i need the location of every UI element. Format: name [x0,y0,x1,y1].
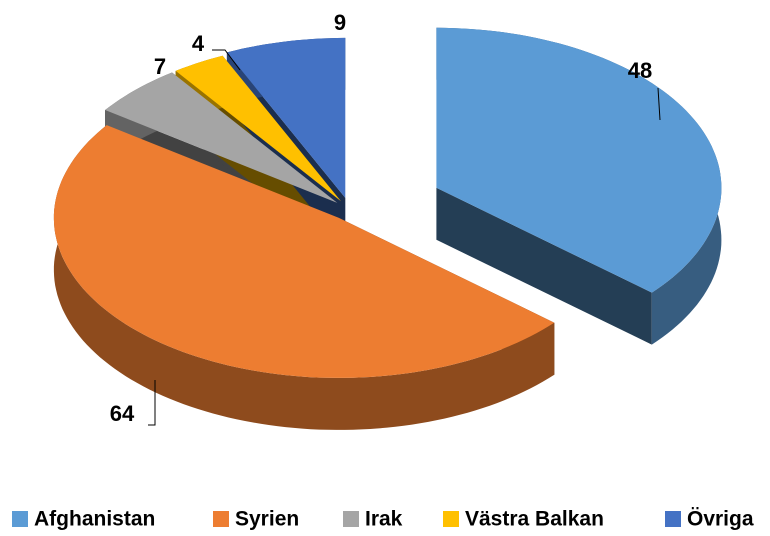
legend-label: Irak [365,508,403,531]
value-label: 64 [110,401,135,426]
legend-label: Syrien [235,508,299,531]
legend-swatch [12,511,28,527]
leader-line [212,49,241,71]
slice [175,55,341,202]
slice [226,37,346,198]
legend-swatch [665,511,681,527]
legend: Afghanistan Syrien Irak Västra Balkan Övriga [12,508,754,531]
leader-line [657,87,661,121]
slice-side [53,125,555,430]
pie-tops [53,27,722,378]
legend-label: Afghanistan [34,508,155,531]
value-labels: 48 64 7 4 9 [110,10,661,426]
value-label: 48 [628,58,652,83]
value-label: 9 [334,10,346,35]
slice [53,125,555,378]
slice [105,72,338,203]
value-label: 4 [192,31,205,56]
legend-swatch [443,511,459,527]
legend-label: Övriga [687,508,754,531]
legend-swatch [343,511,359,527]
slice-wall [436,187,652,345]
legend-swatch [213,511,229,527]
leader-line [148,380,156,426]
legend-label: Västra Balkan [465,508,604,531]
value-label: 7 [154,54,166,79]
slice [436,27,722,293]
